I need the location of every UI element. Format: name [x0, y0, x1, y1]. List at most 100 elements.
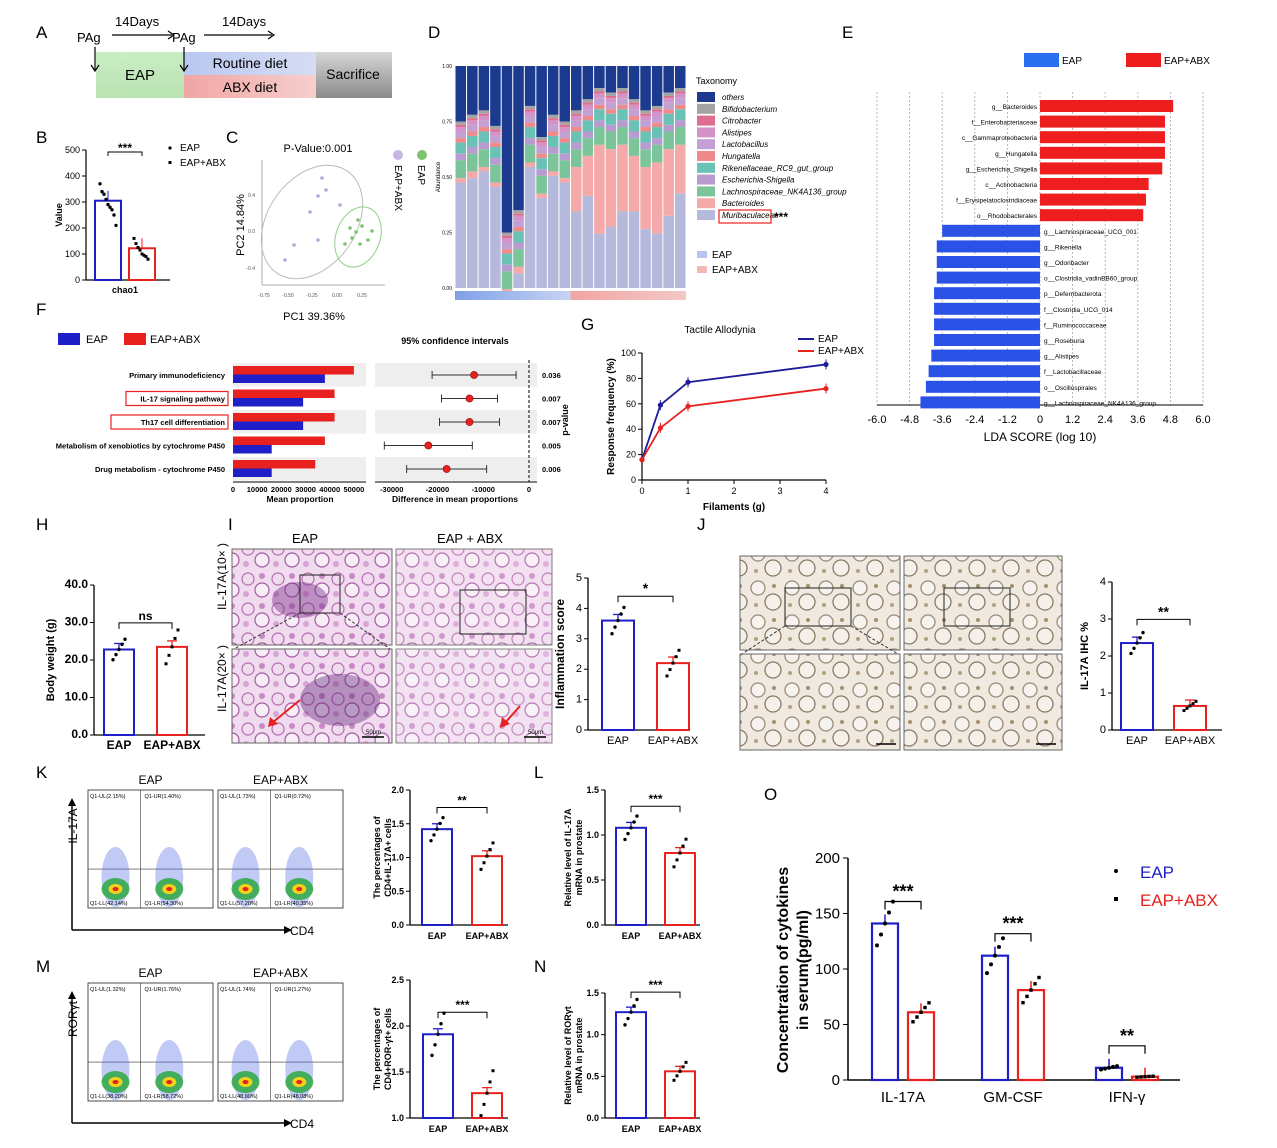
bar-abx-0	[233, 366, 354, 375]
stack-segment	[559, 124, 570, 128]
data-point	[1129, 651, 1133, 656]
chart-f-kegg: EAP EAP+ABX 95% confidence intervals Primar…	[56, 333, 570, 504]
data-point	[485, 854, 489, 858]
y-tick-label-3: 60	[626, 399, 636, 409]
flow-plots-m: EAP Q1-UL(1.32%) Q1-UR(1.76%) Q1-LL(38.20%)…	[66, 966, 344, 1131]
stack-segment	[651, 109, 663, 112]
pvalue-axis-label: p-value	[560, 404, 570, 436]
data-point	[120, 642, 124, 647]
y-tick-label-3: 300	[65, 197, 80, 207]
series-line-EAP	[641, 363, 827, 460]
stack-segment	[559, 121, 570, 125]
x-tick-label-4: 4	[823, 486, 828, 496]
legend-label-4: Lactobacillus	[722, 140, 768, 149]
pcoa-xlabel: PC1 39.36%	[283, 311, 345, 323]
y-tick-label-2: 1.0	[586, 1030, 599, 1040]
timeline-arrowhead-2	[267, 30, 276, 40]
data-point	[678, 851, 682, 855]
data-point	[1001, 936, 1005, 941]
x-tick-label-1: 10000	[247, 485, 268, 494]
stack-segment	[605, 102, 617, 110]
timeline-arrowhead-1	[167, 30, 176, 40]
data-point	[1037, 975, 1041, 980]
data-point	[672, 865, 676, 869]
y-tick-label-3: 2.5	[391, 975, 404, 985]
bar-eap	[601, 619, 635, 731]
data-point	[104, 197, 108, 202]
data-point	[613, 625, 617, 629]
data-point	[1141, 630, 1145, 635]
density-center-1	[296, 1080, 303, 1085]
panel-j-ihc	[739, 555, 1063, 751]
stack-segment	[582, 120, 594, 132]
legend-abx: EAP+ABX	[1164, 56, 1210, 67]
stack-segment	[617, 120, 628, 128]
scalebar-label-2: 50μm	[528, 730, 543, 736]
chart-j-ihc: 0 1 2 3 4 EAP EAP+ABX ** IL-17A IHC %	[1079, 576, 1222, 747]
stack-segment	[628, 138, 640, 156]
x-label-0: EAP	[622, 931, 641, 941]
y-tick-label-5: 100	[621, 348, 636, 358]
stack-segment	[467, 118, 478, 121]
stack-segment	[594, 120, 605, 128]
pcoa-points-eap	[343, 218, 374, 246]
stack-segment	[640, 131, 651, 143]
panel-letter-n: N	[534, 957, 546, 976]
lda-bar-7	[1040, 209, 1144, 222]
lda-bar-3	[1040, 146, 1165, 159]
stack-segment	[467, 124, 478, 132]
stack-segment	[617, 91, 628, 94]
stack-segment	[455, 160, 467, 179]
y-axis-label-0: Inflammation score	[553, 599, 567, 709]
stack-segment	[559, 127, 570, 132]
panel-letter-a: A	[36, 23, 48, 42]
stack-segment	[501, 271, 513, 290]
legend-eap: EAP	[180, 143, 200, 154]
stack-segment	[571, 142, 582, 150]
data-point	[672, 1078, 676, 1082]
y-tick-label-1: 1.5	[391, 1067, 404, 1077]
flow-y-label: IL-17A	[66, 808, 80, 843]
stack-segment	[478, 167, 490, 172]
ci-point-0	[470, 371, 478, 379]
pvalue-2: 0.007	[542, 418, 561, 427]
stack-segment	[571, 113, 582, 116]
y-tick-label-5: 500	[65, 145, 80, 155]
he-image-abx-10x	[395, 548, 553, 646]
data-point	[1115, 1064, 1119, 1069]
data-point	[482, 861, 486, 865]
x-tick-label-5: 50000	[343, 485, 364, 494]
stack-segment	[628, 211, 640, 288]
y-tick-label-5: 5	[576, 572, 582, 584]
lda-bar-17	[928, 365, 1040, 378]
stack-segment	[490, 135, 501, 143]
stack-segment	[640, 127, 651, 132]
data-point	[675, 1074, 679, 1078]
stack-segment	[651, 115, 663, 123]
stack-segment	[513, 249, 524, 267]
stack-segment	[674, 193, 686, 288]
data-point	[623, 837, 627, 842]
stack-segment	[663, 66, 674, 93]
legend-title: Taxonomy	[696, 76, 738, 86]
stack-segment	[640, 149, 651, 168]
legend-dot-abx	[168, 161, 172, 164]
y-axis-label: Response frequency (%)	[606, 358, 617, 475]
stack-segment	[571, 167, 582, 212]
pathway-label-0: Primary immunodeficiency	[129, 371, 226, 380]
stack-segment	[513, 231, 524, 243]
stack-segment	[536, 175, 547, 194]
stack-segment	[663, 149, 674, 216]
stack-segment	[513, 210, 524, 214]
data-point	[1188, 704, 1192, 708]
x-label-0: EAP	[622, 1124, 641, 1134]
y-tick-label-3: 150	[815, 906, 840, 923]
ci-x-tick-label-1: -20000	[426, 485, 449, 494]
pvalue-3: 0.005	[542, 442, 561, 451]
stack-segment	[536, 158, 547, 170]
legend-abx: EAP+ABX	[150, 334, 201, 346]
y-tick-label-1: 10.0	[65, 690, 89, 704]
stack-segment	[651, 127, 663, 139]
data-point	[879, 932, 883, 937]
significance-bracket	[630, 805, 681, 813]
